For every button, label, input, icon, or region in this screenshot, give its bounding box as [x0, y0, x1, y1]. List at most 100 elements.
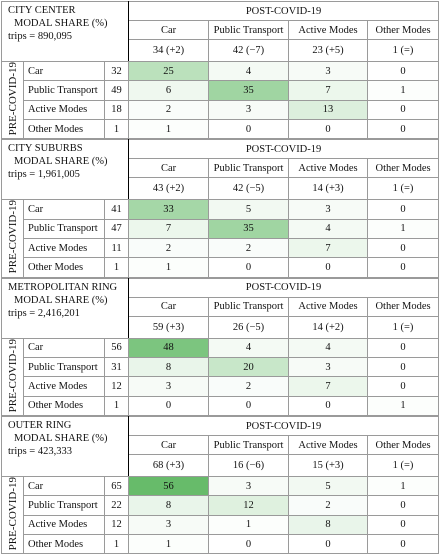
- od-cell: 20: [208, 357, 290, 378]
- column-header: Car: [128, 158, 210, 179]
- od-cell: 3: [288, 60, 369, 82]
- od-cell: 0: [208, 395, 290, 417]
- od-cell: 4: [208, 60, 290, 82]
- pre-covid-label: PRE-COVID-19: [1, 60, 24, 140]
- post-total: 14 (+3): [288, 177, 369, 201]
- od-cell: 35: [208, 218, 290, 240]
- column-header: Public Transport: [208, 435, 290, 456]
- od-cell: 5: [208, 199, 290, 220]
- od-cell: 0: [367, 199, 439, 220]
- od-cell: 7: [128, 218, 210, 240]
- zone-trips: trips = 2,416,201: [8, 307, 80, 319]
- pre-covid-text: PRE-COVID-19: [6, 477, 19, 551]
- post-total: 1 (=): [367, 315, 439, 339]
- column-header: Active Modes: [288, 296, 369, 317]
- pre-share: 47: [103, 218, 130, 240]
- mode-name: Other Modes: [23, 257, 105, 278]
- pre-covid-text: PRE-COVID-19: [6, 338, 19, 413]
- od-cell: 3: [288, 357, 369, 378]
- mode-name: Car: [23, 199, 105, 220]
- od-table: OUTER RING MODAL SHARE (%) trips = 423,333…: [0, 416, 439, 554]
- od-cell: 3: [208, 476, 290, 497]
- post-total: 43 (+2): [128, 177, 210, 201]
- pre-share: 12: [103, 376, 130, 397]
- mode-name: Car: [23, 60, 105, 82]
- pre-share: 31: [103, 357, 130, 378]
- od-cell: 33: [128, 199, 210, 220]
- od-table: CITY SUBURBS MODAL SHARE (%) trips = 1,961…: [0, 139, 439, 278]
- od-cell: 3: [208, 99, 290, 120]
- zone-title: CITY SUBURBS: [8, 143, 83, 155]
- column-header: Public Transport: [208, 296, 290, 317]
- pre-share: 1: [103, 118, 130, 140]
- zone-title-cell: CITY SUBURBS MODAL SHARE (%) trips = 1,961…: [0, 139, 130, 201]
- post-total: 14 (+2): [288, 315, 369, 339]
- od-cell: 0: [367, 257, 439, 278]
- zone-trips: trips = 1,961,005: [8, 169, 80, 181]
- pre-covid-text: PRE-COVID-19: [6, 200, 19, 274]
- column-header: Active Modes: [288, 158, 369, 179]
- mode-name: Active Modes: [23, 514, 105, 536]
- mode-name: Active Modes: [23, 99, 105, 120]
- pre-covid-text: PRE-COVID-19: [6, 62, 19, 136]
- od-cell: 5: [288, 476, 369, 497]
- post-total: 68 (+3): [128, 454, 210, 478]
- pre-share: 1: [103, 257, 130, 278]
- od-cell: 4: [288, 218, 369, 240]
- pre-share: 56: [103, 337, 130, 359]
- post-covid-header: POST-COVID-19: [128, 1, 439, 21]
- od-cell: 48: [128, 337, 210, 359]
- od-cell: 0: [367, 237, 439, 259]
- zone-subtitle: MODAL SHARE (%): [14, 18, 108, 29]
- od-cell: 7: [288, 376, 369, 397]
- od-cell: 0: [367, 118, 439, 140]
- od-cell: 8: [128, 357, 210, 378]
- column-header: Other Modes: [367, 20, 439, 40]
- post-covid-header: POST-COVID-19: [128, 277, 439, 298]
- pre-share: 32: [103, 60, 130, 82]
- od-cell: 0: [367, 357, 439, 378]
- od-cell: 3: [128, 376, 210, 397]
- mode-name: Car: [23, 337, 105, 359]
- od-cell: 2: [288, 495, 369, 516]
- zone-title-cell: OUTER RING MODAL SHARE (%) trips = 423,333: [0, 416, 130, 478]
- od-table: CITY CENTER MODAL SHARE (%) trips = 890,09…: [0, 1, 439, 140]
- od-cell: 0: [367, 337, 439, 359]
- od-cell: 0: [208, 534, 290, 554]
- mode-name: Public Transport: [23, 80, 105, 101]
- od-cell: 7: [288, 237, 369, 259]
- mode-name: Car: [23, 476, 105, 497]
- pre-share: 1: [103, 534, 130, 554]
- column-header: Active Modes: [288, 435, 369, 456]
- post-total: 42 (−7): [208, 39, 290, 62]
- od-cell: 35: [208, 80, 290, 101]
- od-cell: 2: [128, 237, 210, 259]
- post-total: 26 (−5): [208, 315, 290, 339]
- column-header: Public Transport: [208, 158, 290, 179]
- pre-share: 11: [103, 237, 130, 259]
- zone-subtitle: MODAL SHARE (%): [14, 433, 108, 445]
- od-cell: 3: [288, 199, 369, 220]
- post-total: 1 (=): [367, 177, 439, 201]
- zone-trips: trips = 423,333: [8, 446, 72, 458]
- post-total: 1 (=): [367, 454, 439, 478]
- pre-share: 22: [103, 495, 130, 516]
- od-cell: 0: [367, 376, 439, 397]
- od-cell: 1: [367, 80, 439, 101]
- od-cell: 0: [288, 534, 369, 554]
- column-header: Public Transport: [208, 20, 290, 40]
- column-header: Other Modes: [367, 158, 439, 179]
- od-cell: 7: [288, 80, 369, 101]
- od-cell: 1: [128, 118, 210, 140]
- zone-subtitle: MODAL SHARE (%): [14, 294, 108, 306]
- od-cell: 0: [288, 395, 369, 417]
- zone-title: METROPOLITAN RING: [8, 281, 118, 293]
- pre-share: 12: [103, 514, 130, 536]
- mode-name: Other Modes: [23, 395, 105, 417]
- post-total: 23 (+5): [288, 39, 369, 62]
- od-cell: 0: [367, 60, 439, 82]
- mode-name: Public Transport: [23, 357, 105, 378]
- od-cell: 0: [367, 534, 439, 554]
- od-cell: 0: [208, 118, 290, 140]
- column-header: Car: [128, 296, 210, 317]
